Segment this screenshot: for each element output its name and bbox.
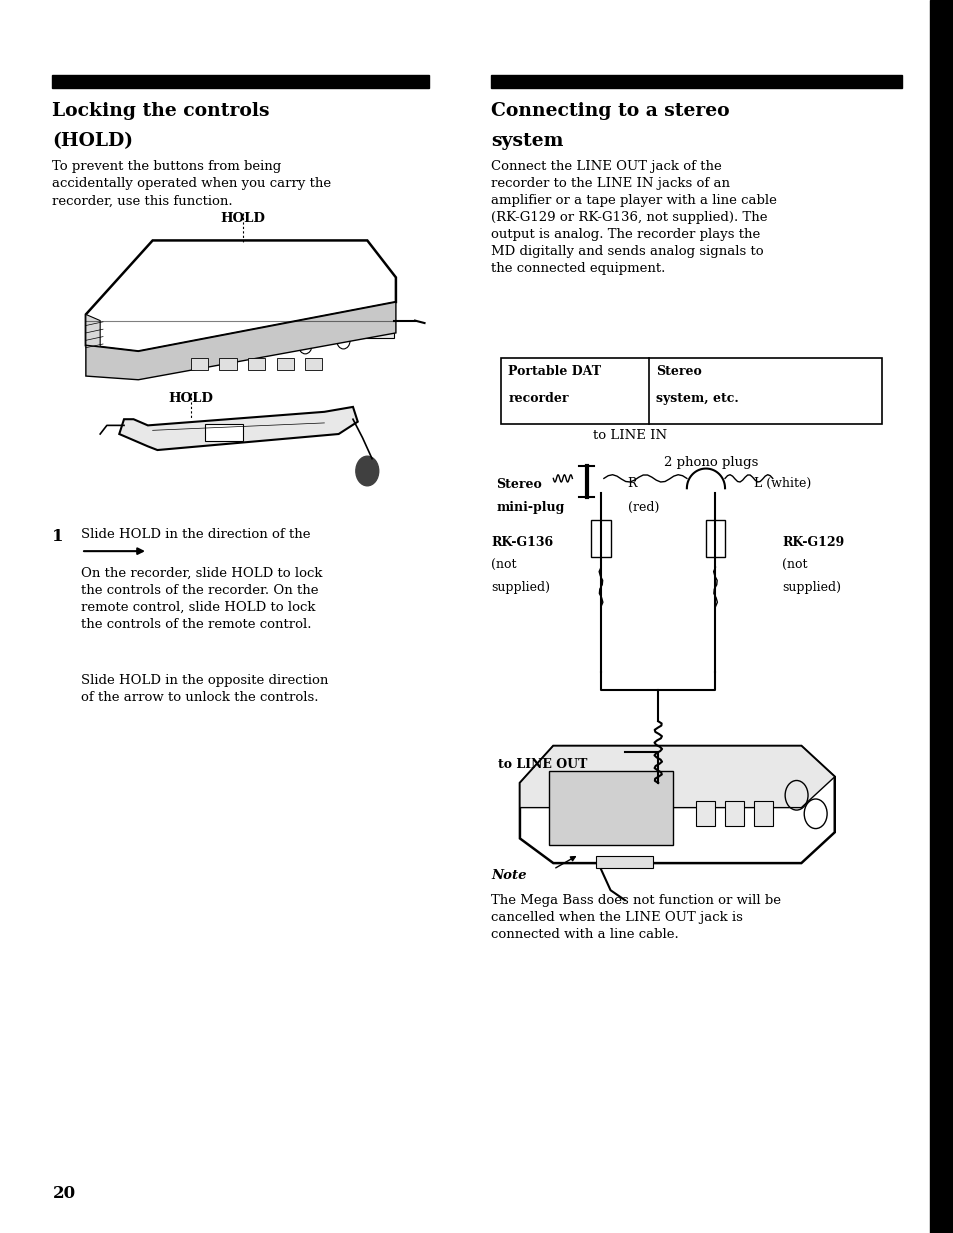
Bar <box>276 358 294 370</box>
Bar <box>491 75 901 88</box>
Text: HOLD: HOLD <box>220 212 266 226</box>
Text: 20: 20 <box>52 1185 75 1202</box>
Bar <box>596 856 653 868</box>
Text: 1: 1 <box>52 528 64 545</box>
Text: to LINE OUT: to LINE OUT <box>497 758 587 772</box>
Bar <box>724 801 743 826</box>
Text: Note: Note <box>491 869 526 883</box>
Bar <box>52 75 429 88</box>
Text: RK-G136: RK-G136 <box>491 536 553 550</box>
Bar <box>591 520 610 557</box>
Text: On the recorder, slide HOLD to lock
the controls of the recorder. On the
remote : On the recorder, slide HOLD to lock the … <box>81 567 322 631</box>
Text: supplied): supplied) <box>491 581 550 594</box>
Bar <box>705 520 724 557</box>
Bar <box>364 314 383 327</box>
Text: (not: (not <box>781 559 807 572</box>
Polygon shape <box>86 314 100 351</box>
Text: 2 phono plugs: 2 phono plugs <box>663 456 757 470</box>
Bar <box>500 358 882 424</box>
Polygon shape <box>519 746 834 808</box>
Bar <box>219 358 236 370</box>
Text: The Mega Bass does not function or will be
cancelled when the LINE OUT jack is
c: The Mega Bass does not function or will … <box>491 894 781 941</box>
Polygon shape <box>86 302 395 380</box>
Text: (not: (not <box>491 559 517 572</box>
Text: (red): (red) <box>627 501 659 514</box>
Text: system: system <box>491 132 563 150</box>
Text: system, etc.: system, etc. <box>656 392 739 406</box>
Text: Portable DAT: Portable DAT <box>508 365 600 379</box>
Polygon shape <box>86 240 395 351</box>
Bar <box>248 358 265 370</box>
Text: Connect the LINE OUT jack of the
recorder to the LINE IN jacks of an
amplifier o: Connect the LINE OUT jack of the recorde… <box>491 160 777 275</box>
Text: HOLD: HOLD <box>168 392 213 406</box>
Bar <box>548 771 672 845</box>
Text: To prevent the buttons from being
accidentally operated when you carry the
recor: To prevent the buttons from being accide… <box>52 160 332 207</box>
Polygon shape <box>119 407 357 450</box>
Text: recorder: recorder <box>508 392 568 406</box>
Bar <box>696 801 715 826</box>
Polygon shape <box>519 746 834 863</box>
Text: (HOLD): (HOLD) <box>52 132 133 150</box>
Text: RK-G129: RK-G129 <box>781 536 843 550</box>
Text: to LINE IN: to LINE IN <box>592 429 666 443</box>
Text: Stereo: Stereo <box>496 478 541 492</box>
Bar <box>305 358 322 370</box>
Circle shape <box>355 456 378 486</box>
Text: Slide HOLD in the direction of the: Slide HOLD in the direction of the <box>81 528 311 541</box>
Text: Stereo: Stereo <box>656 365 701 379</box>
Text: mini-plug: mini-plug <box>496 501 564 514</box>
Bar <box>205 424 243 441</box>
Text: supplied): supplied) <box>781 581 841 594</box>
Bar <box>929 0 953 1233</box>
Bar <box>191 358 208 370</box>
Text: Slide HOLD in the opposite direction
of the arrow to unlock the controls.: Slide HOLD in the opposite direction of … <box>81 674 328 704</box>
Bar <box>753 801 772 826</box>
Text: Locking the controls: Locking the controls <box>52 102 270 121</box>
Text: Connecting to a stereo: Connecting to a stereo <box>491 102 729 121</box>
Text: R: R <box>627 477 637 491</box>
Bar <box>357 311 394 338</box>
Text: L (white): L (white) <box>753 477 810 491</box>
